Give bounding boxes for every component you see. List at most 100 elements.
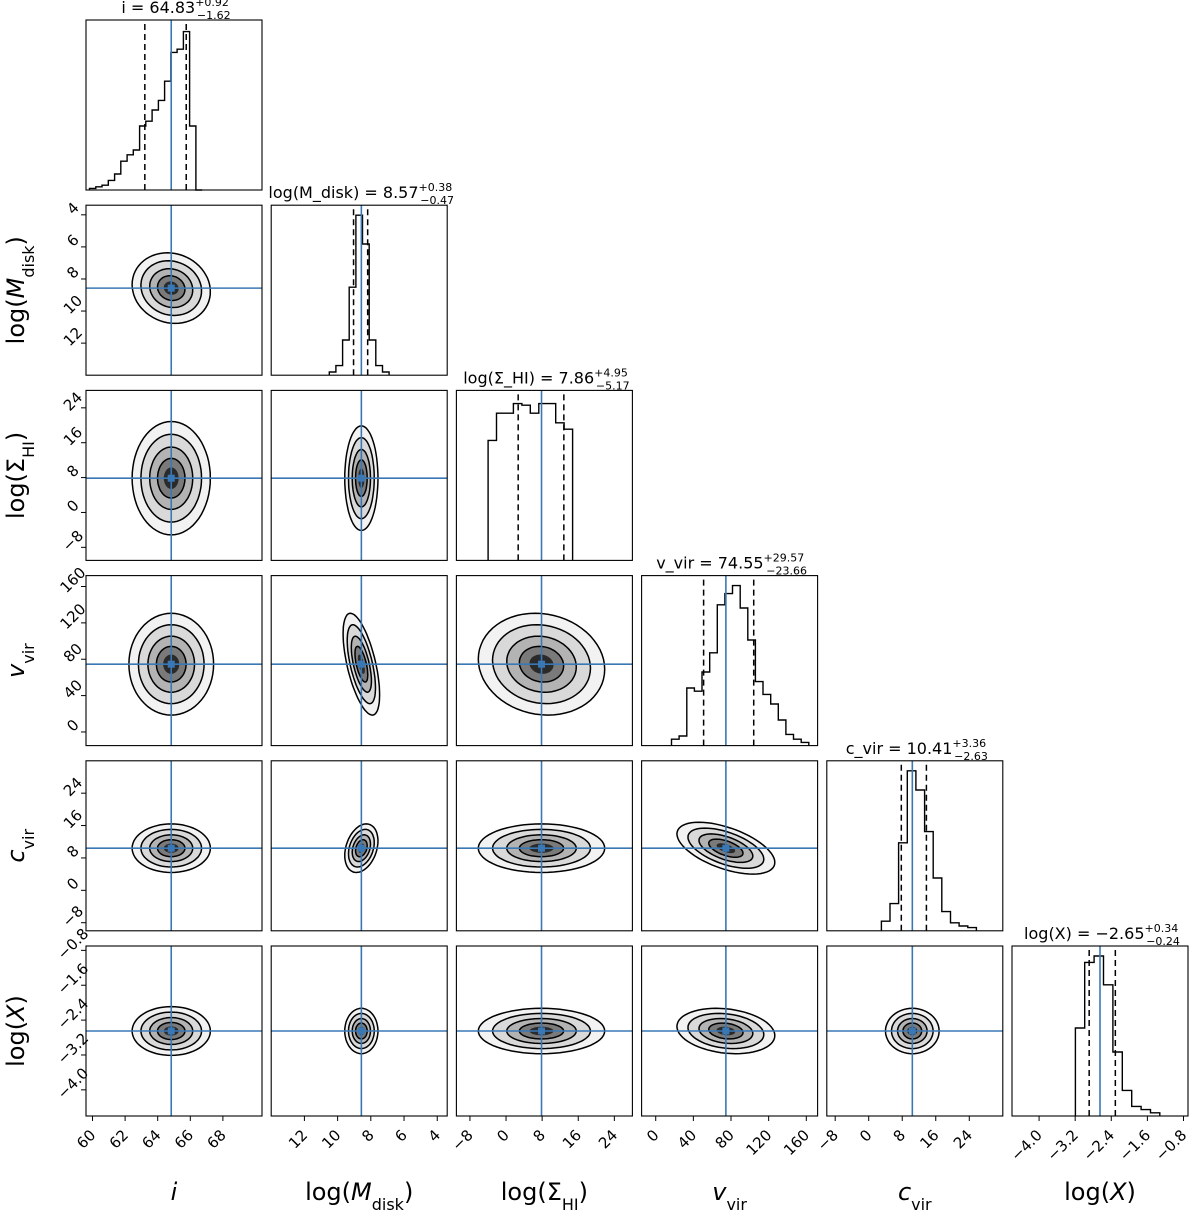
y-tick-label: 120 [56,600,89,633]
hist-panel-logSigmaHI: log(Σ_HI) = 7.86+4.95 −5.17 [455,366,633,561]
panel-frame [270,204,448,376]
contour-line-2 [148,267,194,309]
x-tick-label: 40 [674,1126,700,1152]
panel-logMdisk-vs-cvir [270,760,448,932]
hist-panel-logMdisk: log(M_disk) = 8.57+0.38 −0.47 [268,181,454,376]
y-axis-label-vvir: vvir [2,643,38,678]
truth-marker [167,284,175,292]
panel-title: log(M_disk) = 8.57+0.38 −0.47 [268,181,454,207]
panel-frame [641,575,819,747]
y-tick-label: 0 [63,874,82,893]
x-axis-logX: −4.0−3.2−2.4−1.6−0.8 log(X) [1007,1116,1190,1206]
contour-line-0 [477,612,606,716]
panel-frame [270,760,448,932]
x-tick-label: 160 [780,1126,813,1159]
y-tick-label: −8 [59,902,87,930]
x-tick-label: 6 [391,1126,410,1145]
x-tick-label: 66 [171,1126,197,1152]
panel-vvir-vs-logX [641,945,819,1117]
panel-frame [826,945,1004,1117]
panel-title: c_vir = 10.41+3.36 −2.63 [846,737,988,763]
x-axis-label-logX: log(X) [1064,1178,1136,1206]
truth-marker [538,844,546,852]
y-tick-label: 16 [60,806,86,832]
panel-frame [85,389,263,561]
panel-logMdisk-vs-vvir [270,575,448,747]
panel-i-vs-logX [85,945,263,1117]
x-axis-label-logMdisk: log(Mdisk) [305,1178,413,1210]
y-axis-label-cvir: cvir [2,829,38,863]
contour-line-0 [676,821,776,875]
x-tick-label: −8 [448,1126,476,1154]
y-tick-label: 80 [60,640,86,666]
truth-marker [167,844,175,852]
y-axis-label-logX: log(X) [2,995,30,1067]
x-tick-label: 12 [285,1126,311,1152]
y-tick-label: 12 [60,324,86,350]
x-tick-label: −1.6 [1116,1126,1154,1164]
x-tick-label: 8 [358,1126,377,1145]
x-axis-label-i: i [171,1178,178,1206]
panel-frame [85,945,263,1117]
truth-marker [357,660,365,668]
truth-marker [722,1027,730,1035]
x-tick-label: 24 [950,1126,976,1152]
panel-logMdisk-vs-logX [270,945,448,1117]
x-tick-label: 16 [559,1126,585,1152]
x-tick-label: −0.8 [1152,1126,1190,1164]
x-tick-label: 24 [595,1126,621,1152]
x-axis-cvir: −8 0 8 16 24 cvir [814,1116,976,1210]
panel-frame [641,760,819,932]
x-tick-label: 10 [318,1126,344,1152]
panel-frame [270,575,448,747]
truth-marker [167,1027,175,1035]
x-tick-label: −4.0 [1007,1126,1045,1164]
panel-frame [270,389,448,561]
x-axis-logSigmaHI: −8 0 8 16 24 log(ΣHI) [448,1116,621,1210]
x-axis-label-logSigmaHI: log(ΣHI) [501,1178,588,1210]
panel-frame [455,945,633,1117]
y-axis-label-logMdisk: log(Mdisk) [2,236,38,344]
y-tick-label: 24 [60,388,86,414]
x-tick-label: 16 [916,1126,942,1152]
y-tick-label: 10 [60,292,86,318]
panel-title: log(Σ_HI) = 7.86+4.95 −5.17 [463,366,629,392]
x-tick-label: 64 [138,1126,164,1152]
contour-line-3 [354,645,369,683]
y-tick-label: 160 [56,564,89,597]
histogram-steps [328,214,390,376]
y-tick-label: 8 [63,263,82,282]
hist-panel-vvir: v_vir = 74.55+29.57 −23.66 [641,552,819,747]
panel-frame [826,760,1004,932]
panel-title: i = 64.83+0.92 −1.62 [121,0,230,22]
histogram-steps [88,30,203,191]
contour-line-2 [351,834,372,863]
x-axis-label-vvir: vvir [712,1178,747,1210]
y-tick-label: 16 [60,423,86,449]
hist-panel-i: i = 64.83+0.92 −1.62 [85,0,263,191]
contour-line-3 [156,275,186,302]
truth-marker [357,1027,365,1035]
contour-line-3 [354,838,368,858]
y-tick-label: 6 [63,231,82,250]
truth-marker [722,844,730,852]
x-tick-label: 60 [73,1126,99,1152]
x-tick-label: 80 [712,1126,738,1152]
x-tick-label: 0 [856,1126,875,1145]
y-tick-label: −8 [59,527,87,555]
contour-line-2 [698,1017,754,1045]
panel-title: log(X) = −2.65+0.34 −0.24 [1024,922,1180,948]
x-axis-logMdisk: 12 10 8 6 4 log(Mdisk) [285,1116,444,1210]
x-tick-label: 62 [106,1126,132,1152]
x-tick-label: −8 [814,1126,842,1154]
x-tick-label: 0 [493,1126,512,1145]
y-axis-cvir: −8 0 8 16 24 cvir [2,774,87,931]
panel-logSigmaHI-vs-cvir [455,760,633,932]
panel-logSigmaHI-vs-logX [455,945,633,1117]
y-tick-label: 0 [63,716,82,735]
panel-density [131,1005,212,1057]
x-tick-label: 8 [529,1126,548,1145]
histogram-steps [880,770,978,931]
x-tick-label: −3.2 [1044,1126,1082,1164]
